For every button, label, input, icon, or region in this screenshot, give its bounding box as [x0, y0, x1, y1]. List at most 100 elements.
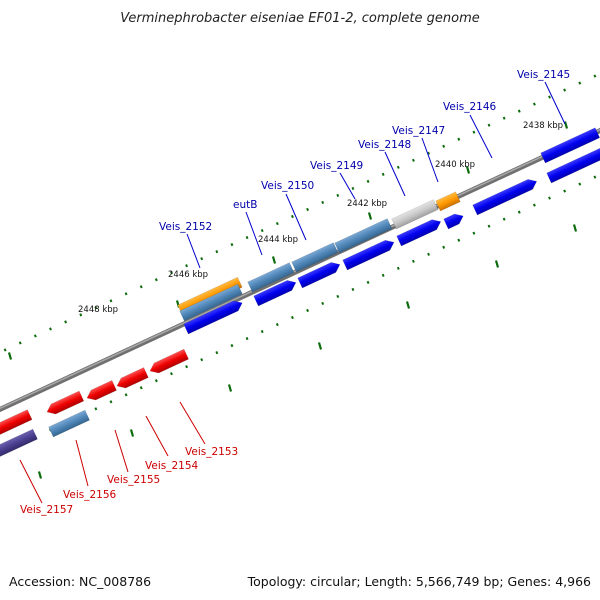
gene-label-veis-2157[interactable]: Veis_2157: [20, 504, 73, 516]
map-title: Verminephrobacter eiseniae EF01-2, compl…: [120, 11, 479, 26]
gene-label-veis-2147[interactable]: Veis_2147: [392, 125, 445, 137]
tick-major: [227, 384, 233, 392]
gene-label-veis-2145[interactable]: Veis_2145: [517, 69, 570, 81]
tick-dot: [245, 337, 249, 341]
cds-forward-veis-2146[interactable]: [472, 176, 539, 216]
gene-label-veis-2152[interactable]: Veis_2152: [159, 221, 212, 233]
gene-label-veis-2154[interactable]: Veis_2154: [145, 460, 199, 472]
gene-veis-2149[interactable]: [334, 218, 393, 254]
gene-eutb[interactable]: [247, 262, 295, 293]
kbp-label: 2442 kbp: [347, 199, 387, 209]
tick-dot: [215, 351, 219, 355]
tick-major: [405, 301, 411, 309]
tick-dot: [336, 294, 340, 299]
tick-dot: [517, 109, 521, 113]
tick-dot: [154, 278, 158, 282]
tick-dot: [472, 231, 476, 235]
tick-dot: [578, 81, 582, 85]
label-leaders: [19, 81, 566, 504]
tick-dot: [381, 273, 385, 277]
cds-reverse-veis-2153[interactable]: [148, 348, 189, 376]
tick-dot: [396, 266, 400, 270]
tick-dot: [185, 264, 189, 268]
gene-veis-2148[interactable]: [391, 199, 439, 230]
tick-dot: [548, 196, 551, 200]
tick-major: [37, 471, 43, 479]
kbp-label: 2440 kbp: [435, 160, 475, 170]
tick-dot: [245, 236, 249, 240]
topology-text: Topology: circular; Length: 5,566,749 bp…: [247, 574, 591, 589]
gene-label-veis-2146[interactable]: Veis_2146: [443, 101, 497, 113]
gene-label-eutb[interactable]: eutB: [233, 199, 257, 211]
gene-veis-2147[interactable]: [435, 191, 461, 212]
tick-dot: [442, 144, 446, 148]
tick-dot: [593, 74, 597, 78]
gene-label-veis-2149[interactable]: Veis_2149: [310, 160, 363, 172]
tick-dot: [442, 245, 446, 249]
tick-dot: [366, 280, 370, 284]
cds-forward-veis-2149[interactable]: [342, 237, 397, 271]
gene-label-veis-2155[interactable]: Veis_2155: [107, 474, 160, 486]
accession-text: Accession: NC_008786: [9, 574, 151, 589]
tick-dot: [563, 88, 567, 92]
tick-major: [563, 121, 569, 129]
tick-dot: [230, 344, 234, 348]
cds-reverse-veis-2155[interactable]: [85, 379, 117, 403]
tick-dot: [351, 287, 355, 291]
tick-dot: [275, 221, 279, 226]
tick-dot: [411, 158, 415, 162]
cds-forward-veis-2147[interactable]: [443, 211, 466, 230]
cds-forward-veis-2152[interactable]: [183, 298, 245, 335]
tick-dot: [351, 186, 355, 190]
tick-dot: [306, 308, 309, 313]
tick-dot: [94, 306, 98, 310]
cds-forward-veis-2148[interactable]: [396, 217, 443, 247]
tick-major: [129, 429, 135, 437]
tick-dot: [366, 179, 370, 183]
tick-dot: [94, 407, 98, 411]
gene-label-veis-2153[interactable]: Veis_2153: [185, 446, 238, 458]
cds-forward-veis-2150[interactable]: [297, 259, 343, 289]
kbp-label: 2448 kbp: [78, 305, 118, 315]
tick-dot: [124, 292, 128, 296]
gene-veis-2157[interactable]: [0, 428, 38, 462]
tick-dot: [336, 193, 340, 198]
cds-forward-veis-2145-lower[interactable]: [546, 147, 600, 184]
tick-dot: [33, 334, 37, 338]
tick-dot: [185, 365, 189, 369]
gene-label-veis-2156[interactable]: Veis_2156: [63, 489, 117, 501]
leader-line: [384, 151, 406, 197]
cds-reverse-veis-2154[interactable]: [115, 367, 149, 391]
leader-line: [339, 172, 356, 200]
leader-line: [245, 211, 263, 256]
gene-label-veis-2150[interactable]: Veis_2150: [261, 180, 314, 192]
feature-track: [0, 127, 600, 462]
tick-dot: [275, 322, 279, 327]
tick-dot: [109, 299, 113, 303]
gene-veis-2156[interactable]: [48, 409, 90, 438]
tick-dot: [3, 348, 7, 352]
tick-dot: [18, 341, 22, 345]
tick-dot: [321, 200, 325, 205]
forward-gene-labels: Veis_2145 Veis_2146 Veis_2147 Veis_2148 …: [159, 69, 570, 233]
tick-dot: [502, 217, 506, 221]
tick-dot: [578, 182, 582, 186]
tick-dot: [427, 252, 430, 256]
leader-line: [179, 401, 206, 445]
tick-major: [271, 256, 277, 264]
gene-label-veis-2148[interactable]: Veis_2148: [358, 139, 411, 151]
cds-forward-eutb[interactable]: [253, 277, 299, 307]
gene-veis-2152-steel[interactable]: [179, 283, 243, 322]
tick-dot: [49, 327, 52, 331]
tick-major: [572, 224, 578, 232]
kbp-label: 2446 kbp: [168, 270, 208, 280]
tick-dot: [64, 320, 68, 324]
cds-reverse-veis-2157[interactable]: [0, 409, 33, 439]
reverse-gene-labels: Veis_2153 Veis_2154 Veis_2155 Veis_2156 …: [20, 446, 238, 516]
tick-dot: [472, 130, 476, 134]
tick-dot: [139, 285, 143, 289]
tick-dot: [502, 116, 506, 120]
cds-reverse-veis-2156[interactable]: [45, 390, 85, 417]
gene-veis-2150[interactable]: [291, 242, 339, 273]
